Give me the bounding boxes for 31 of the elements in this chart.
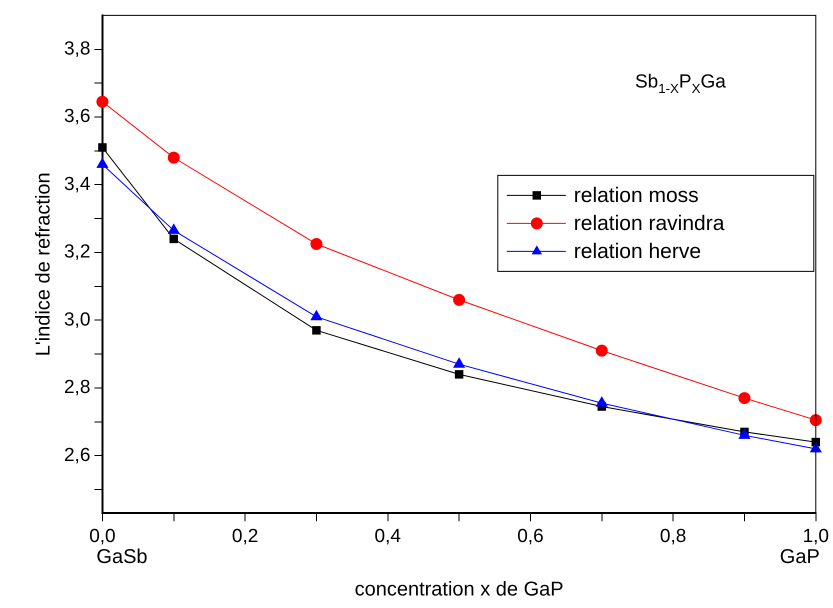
y-tick-label: 3,6 <box>64 106 90 128</box>
point <box>312 326 321 335</box>
legend-label: relation ravindra <box>574 212 725 236</box>
point <box>168 152 180 164</box>
point <box>98 143 107 152</box>
x-tick-label: 0,6 <box>517 526 544 547</box>
point <box>170 234 178 244</box>
y-tick-label: 3,0 <box>64 309 90 330</box>
legend-label: relation moss <box>574 184 699 208</box>
point <box>738 392 750 404</box>
y-tick-label: 3,4 <box>64 174 91 195</box>
point <box>596 344 608 357</box>
y-tick-label: 2,8 <box>64 377 90 398</box>
text: GaSb <box>96 546 148 568</box>
legend-label: relation herve <box>574 240 702 264</box>
y-axis-title: L'indice de refraction <box>32 172 55 356</box>
text: GaP <box>780 546 820 568</box>
y-tick-label: 3,2 <box>64 242 90 263</box>
point <box>453 294 466 306</box>
y-tick-label: 2,6 <box>64 444 90 466</box>
x-tick-label: 0,2 <box>232 526 258 547</box>
x-tick-label: 1,0 <box>802 526 830 547</box>
point <box>96 96 108 108</box>
point <box>454 370 464 379</box>
x-tick-label: 0,8 <box>660 526 686 547</box>
x-tick-label: 0,0 <box>89 526 116 547</box>
x-tick-label: 0,4 <box>374 526 402 547</box>
x-axis-title: concentration x de GaP <box>354 578 564 601</box>
point <box>810 414 822 426</box>
point <box>310 238 322 250</box>
y-tick-label: 3,8 <box>64 38 90 60</box>
